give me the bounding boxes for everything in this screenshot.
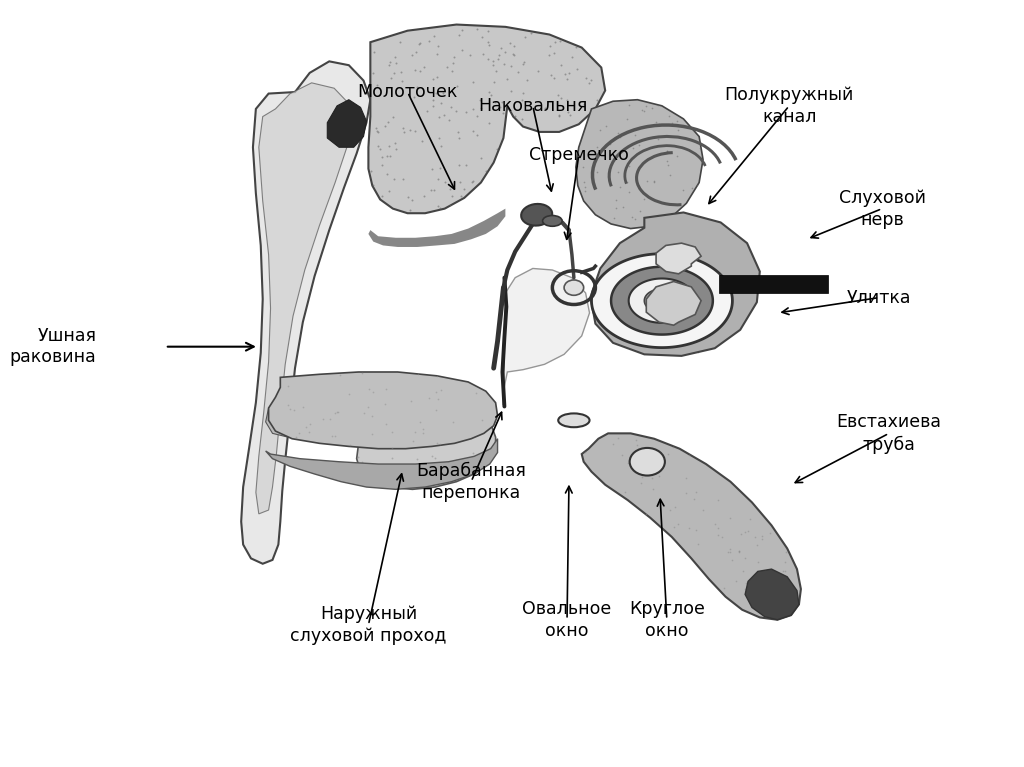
Text: Наковальня: Наковальня	[478, 97, 588, 115]
Text: Круглое
окно: Круглое окно	[629, 600, 705, 640]
Text: Слуховой
нерв: Слуховой нерв	[839, 189, 926, 229]
Text: Улитка: Улитка	[847, 288, 911, 307]
Circle shape	[564, 280, 584, 295]
Ellipse shape	[558, 413, 590, 427]
Text: Барабанная
перепонка: Барабанная перепонка	[416, 462, 526, 502]
Polygon shape	[575, 100, 703, 229]
Polygon shape	[611, 267, 713, 334]
Text: Ушная
раковина: Ушная раковина	[9, 328, 96, 366]
Text: Наружный
слуховой проход: Наружный слуховой проход	[290, 605, 446, 645]
Polygon shape	[592, 254, 732, 347]
Polygon shape	[629, 278, 695, 323]
Polygon shape	[656, 243, 701, 274]
Polygon shape	[369, 25, 605, 213]
Polygon shape	[265, 439, 498, 489]
Polygon shape	[369, 209, 506, 247]
Polygon shape	[719, 275, 828, 293]
Polygon shape	[265, 400, 305, 437]
Polygon shape	[644, 289, 680, 312]
Polygon shape	[582, 433, 801, 620]
Polygon shape	[591, 212, 760, 356]
Polygon shape	[328, 100, 367, 147]
Polygon shape	[504, 268, 590, 405]
Polygon shape	[745, 569, 799, 620]
Polygon shape	[242, 61, 371, 564]
Polygon shape	[646, 281, 701, 325]
Text: Молоточек: Молоточек	[357, 83, 458, 101]
Text: Стремечко: Стремечко	[528, 146, 629, 164]
Text: Полукружный
канал: Полукружный канал	[724, 86, 854, 126]
Text: Евстахиева
труба: Евстахиева труба	[837, 413, 941, 453]
Ellipse shape	[543, 216, 562, 226]
Polygon shape	[268, 372, 498, 449]
Circle shape	[630, 448, 665, 476]
Polygon shape	[356, 399, 496, 489]
Ellipse shape	[521, 204, 552, 225]
Polygon shape	[654, 295, 670, 306]
Polygon shape	[256, 83, 353, 514]
Text: Овальное
окно: Овальное окно	[522, 600, 611, 640]
